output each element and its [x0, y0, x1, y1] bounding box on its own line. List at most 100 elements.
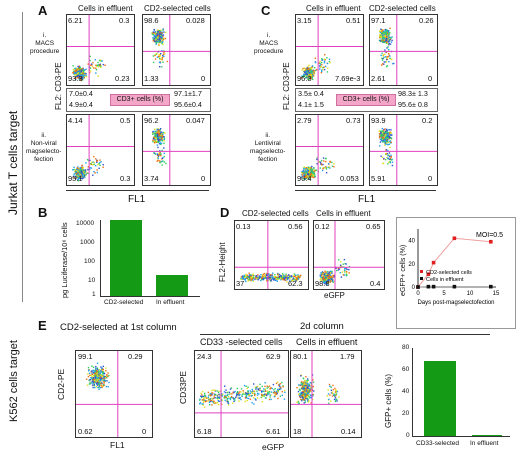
facs-event	[389, 146, 391, 149]
facs-event	[89, 379, 91, 381]
facs-event	[303, 173, 305, 175]
facs-event	[388, 48, 390, 51]
facs-event	[81, 67, 84, 70]
facs-event	[245, 395, 247, 397]
facs-event	[328, 278, 330, 281]
facs-event	[246, 399, 248, 402]
facs-event	[95, 72, 97, 74]
facs-event	[323, 279, 325, 281]
facs-event	[157, 132, 159, 134]
facs-event	[277, 277, 279, 280]
facs-event	[325, 65, 327, 68]
facs-event	[267, 392, 269, 395]
facs-event	[310, 176, 312, 178]
facs-event	[310, 74, 312, 77]
facs-event	[384, 61, 387, 63]
facs-event	[75, 176, 77, 178]
facs-event	[162, 54, 164, 57]
facs-event	[271, 276, 273, 278]
line-xtick: 5	[442, 291, 446, 297]
facs-event	[251, 402, 253, 404]
facs-event	[214, 402, 217, 404]
facs-event	[102, 365, 104, 368]
facs-event	[76, 73, 79, 75]
facs-event	[94, 377, 96, 379]
facs-event	[310, 66, 313, 69]
facs-event	[96, 378, 98, 381]
panel-b-xcat: In effluent	[156, 299, 185, 306]
facs-event	[389, 140, 392, 142]
quad-value: 2.79	[297, 116, 312, 125]
facs-plot	[369, 114, 438, 186]
panel-a-xaxis-arrow	[66, 190, 209, 191]
quad-value: 99.1	[78, 352, 93, 361]
facs-event	[264, 394, 266, 397]
facs-event	[83, 73, 85, 75]
facs-event	[323, 273, 326, 276]
facs-event	[81, 79, 84, 81]
facs-event	[247, 390, 249, 392]
facs-event	[91, 378, 93, 380]
legend-entry: CD2-selected cells	[426, 270, 472, 276]
facs-event	[310, 171, 312, 173]
facs-event	[249, 279, 251, 281]
facs-event	[243, 276, 246, 278]
facs-event	[76, 171, 78, 174]
facs-event	[383, 39, 385, 42]
panel-a-row2-label: ii. Non-viral magselecto-fection	[26, 132, 62, 163]
facs-event	[202, 404, 204, 406]
facs-event	[309, 174, 311, 176]
facs-event	[311, 172, 313, 174]
facs-event	[213, 395, 215, 397]
facs-event	[323, 68, 326, 71]
facs-event	[319, 278, 321, 281]
line-moi: MOI=0.5	[476, 232, 503, 239]
facs-event	[321, 58, 323, 60]
facs-event	[218, 393, 220, 395]
facs-event	[308, 175, 310, 178]
facs-event	[307, 393, 310, 395]
facs-event	[204, 397, 206, 399]
facs-event	[326, 275, 329, 277]
facs-event	[385, 61, 388, 63]
facs-event	[100, 374, 102, 376]
facs-event	[204, 395, 206, 397]
facs-plot	[66, 14, 135, 86]
facs-event	[80, 177, 82, 179]
facs-event	[264, 382, 266, 384]
facs-event	[97, 381, 99, 383]
facs-event	[328, 383, 331, 386]
facs-event	[379, 40, 381, 42]
facs-event	[256, 390, 258, 392]
facs-event	[320, 65, 322, 68]
facs-event	[154, 138, 156, 141]
facs-event	[278, 277, 281, 280]
facs-event	[246, 387, 248, 390]
facs-event	[381, 52, 383, 54]
facs-event	[82, 167, 84, 169]
facs-event	[248, 276, 250, 278]
panel-b-ytick: 1000	[80, 239, 95, 246]
facs-event	[324, 281, 326, 284]
facs-event	[227, 402, 229, 404]
facs-event	[88, 383, 91, 385]
facs-event	[289, 279, 291, 281]
facs-event	[84, 73, 86, 76]
facs-event	[305, 392, 308, 395]
facs-event	[304, 169, 307, 171]
facs-event	[301, 383, 303, 385]
facs-event	[335, 399, 337, 401]
facs-event	[336, 269, 338, 272]
facs-event	[342, 274, 345, 276]
panel-e-bar-xaxis	[412, 436, 510, 437]
facs-event	[79, 175, 81, 177]
facs-event	[302, 394, 304, 396]
panel-d-line-box	[396, 217, 516, 329]
facs-event	[328, 60, 331, 63]
facs-event	[225, 391, 227, 394]
facs-event	[307, 387, 309, 389]
facs-event	[381, 31, 383, 33]
facs-event	[158, 44, 160, 46]
facs-event	[84, 69, 86, 71]
facs-event	[246, 277, 248, 279]
